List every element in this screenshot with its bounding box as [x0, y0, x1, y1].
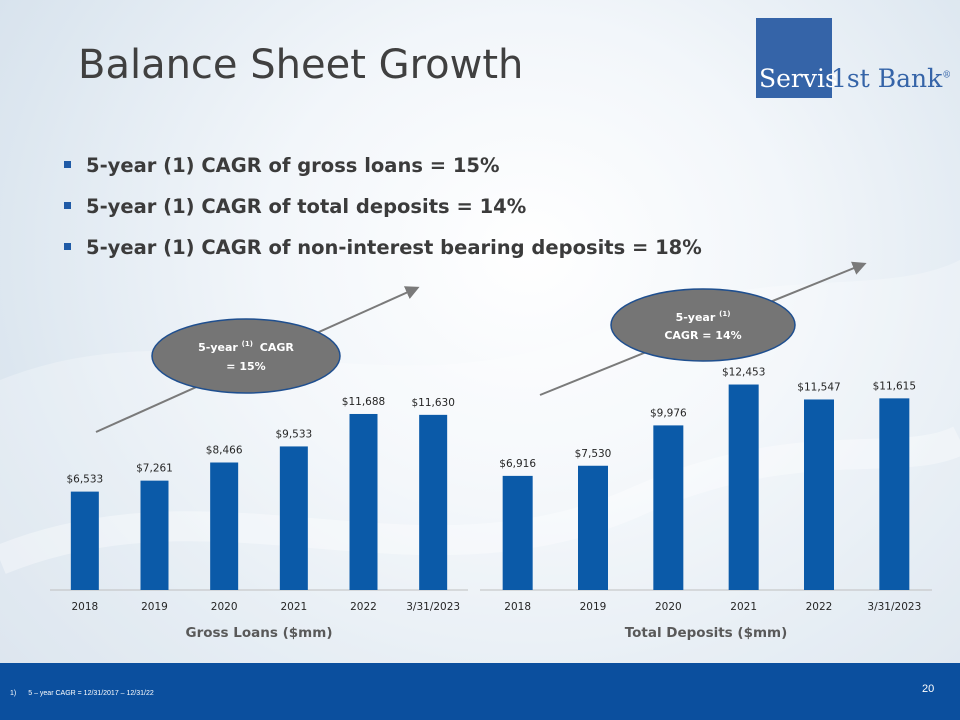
x-tick-label: 2019 [580, 601, 607, 613]
bar [728, 384, 759, 590]
bullet-text: 5-year (1) CAGR of total deposits = 14% [86, 195, 527, 218]
svg-text:5-year (1) CAGR: 5-year (1) CAGR [198, 336, 294, 354]
bar [879, 398, 910, 590]
loans-cagr-callout: 5-year (1) CAGR = 15% [151, 318, 341, 394]
footer-bar [0, 663, 960, 720]
x-tick-label: 3/31/2023 [406, 601, 460, 613]
data-label: $8,466 [206, 445, 243, 457]
company-logo: Servis 1st Bank® [756, 18, 951, 98]
data-label: $7,261 [136, 463, 173, 475]
bullet-list: 5-year (1) CAGR of gross loans = 15% 5-y… [64, 150, 702, 273]
bullet-square-icon [64, 161, 71, 168]
bullet-item: 5-year (1) CAGR of non-interest bearing … [64, 232, 702, 273]
bar [804, 399, 834, 590]
loans-callout-line1-end: CAGR [260, 341, 295, 354]
x-tick-label: 2022 [350, 601, 377, 613]
footnote-text: 5 – year CAGR = 12/31/2017 – 12/31/22 [28, 690, 154, 697]
x-axis-title: Total Deposits ($mm) [625, 625, 788, 641]
x-tick-label: 2022 [806, 601, 833, 613]
bullet-text: 5-year (1) CAGR of gross loans = 15% [86, 154, 500, 177]
data-label: $7,530 [575, 448, 612, 460]
loans-callout-line2: = 15% [226, 360, 265, 373]
data-label: $11,547 [797, 381, 840, 393]
svg-text:5-year (1): 5-year (1) [676, 310, 731, 324]
x-tick-label: 2021 [730, 601, 757, 613]
data-label: $9,976 [650, 407, 687, 419]
logo-suffix: 1st Bank® [831, 64, 951, 93]
deposits-cagr-callout: 5-year (1) CAGR = 14% [610, 288, 796, 362]
x-tick-label: 2021 [280, 601, 307, 613]
bar [653, 425, 684, 590]
x-tick-label: 2018 [504, 601, 531, 613]
bar [349, 413, 378, 590]
footnote-number: 1) [10, 690, 17, 697]
bar [70, 491, 99, 590]
gross-loans-chart: $6,533 2018 $7,261 2019 $8,466 2020 $9,533 2021… [50, 396, 468, 641]
bar [419, 414, 448, 590]
deposits-callout-line2: CAGR = 14% [664, 329, 741, 342]
x-tick-label: 3/31/2023 [867, 601, 921, 613]
logo-name: Servis [759, 64, 838, 93]
x-tick-label: 2020 [211, 601, 238, 613]
bar [210, 462, 239, 590]
deposits-callout-sup: (1) [719, 310, 730, 318]
deposits-callout-line1: 5-year [676, 311, 716, 324]
logo-box [756, 18, 832, 98]
bullet-square-icon [64, 243, 71, 250]
page-number: 20 [922, 683, 935, 695]
bar [578, 465, 608, 590]
bullet-item: 5-year (1) CAGR of gross loans = 15% [64, 150, 702, 191]
data-label: $11,630 [411, 397, 454, 409]
data-label: $11,688 [342, 396, 385, 408]
bar [502, 475, 533, 590]
total-deposits-chart: $6,916 2018 $7,530 2019 $9,976 2020 $12,453 202… [480, 367, 932, 641]
x-tick-label: 2018 [71, 601, 98, 613]
data-label: $12,453 [722, 367, 765, 379]
footnote: 1) 5 – year CAGR = 12/31/2017 – 12/31/22 [10, 690, 154, 697]
loans-callout-line1: 5-year [198, 341, 238, 354]
bullet-item: 5-year (1) CAGR of total deposits = 14% [64, 191, 702, 232]
x-tick-label: 2019 [141, 601, 168, 613]
bar [279, 446, 308, 590]
data-label: $6,533 [66, 474, 103, 486]
logo-mark: ® [942, 70, 952, 81]
bullet-square-icon [64, 202, 71, 209]
data-label: $9,533 [275, 428, 312, 440]
x-tick-label: 2020 [655, 601, 682, 613]
logo-suffix-text: 1st Bank [831, 64, 943, 93]
page-title: Balance Sheet Growth [78, 42, 524, 88]
data-label: $11,615 [873, 380, 916, 392]
x-axis-title: Gross Loans ($mm) [186, 625, 333, 641]
bar [140, 480, 169, 590]
data-label: $6,916 [499, 458, 536, 470]
bullet-text: 5-year (1) CAGR of non-interest bearing … [86, 236, 702, 259]
loans-callout-sup: (1) [242, 340, 253, 348]
